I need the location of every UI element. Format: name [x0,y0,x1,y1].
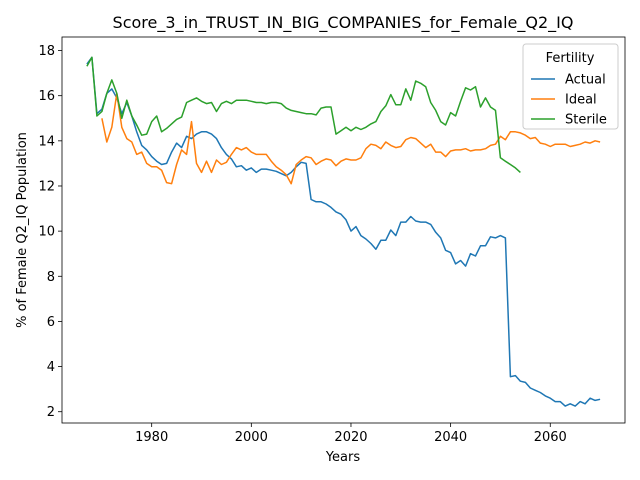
legend-label-actual: Actual [565,73,606,88]
x-axis-title: Years [325,450,361,465]
legend: Fertility Actual Ideal Sterile [522,43,619,130]
series-line-ideal [101,92,601,185]
y-tick-label: 2 [47,405,55,420]
y-tick-label: 12 [38,179,55,194]
y-tick-label: 16 [38,89,55,104]
x-tick-label: 2040 [434,430,467,445]
series-line-actual [86,56,601,407]
x-tick-label: 2020 [334,430,367,445]
series-line-sterile [86,56,521,173]
legend-entries: Actual Ideal Sterile [531,73,607,128]
legend-box [522,43,619,130]
x-tick-label: 1980 [135,430,168,445]
y-tick-label: 8 [47,270,55,285]
x-tick-label: 2000 [235,430,268,445]
y-tick-label: 14 [38,134,55,149]
plot-frame [61,36,626,424]
plot-series [86,56,601,407]
chart-title: Score_3_in_TRUST_IN_BIG_COMPANIES_for_Fe… [113,13,574,33]
x-axis-ticks: 1980 2000 2020 2040 2060 [135,423,567,445]
y-tick-label: 10 [38,225,55,240]
y-tick-label: 4 [47,360,55,375]
y-tick-label: 18 [38,44,55,59]
legend-label-ideal: Ideal [565,93,597,108]
legend-label-sterile: Sterile [565,113,607,128]
y-axis-title: % of Female Q2_IQ Population [15,132,30,328]
x-tick-label: 2060 [534,430,567,445]
legend-title: Fertility [546,51,595,66]
y-axis-ticks: 2 4 6 8 10 12 14 16 18 [38,44,62,420]
y-tick-label: 6 [47,315,55,330]
